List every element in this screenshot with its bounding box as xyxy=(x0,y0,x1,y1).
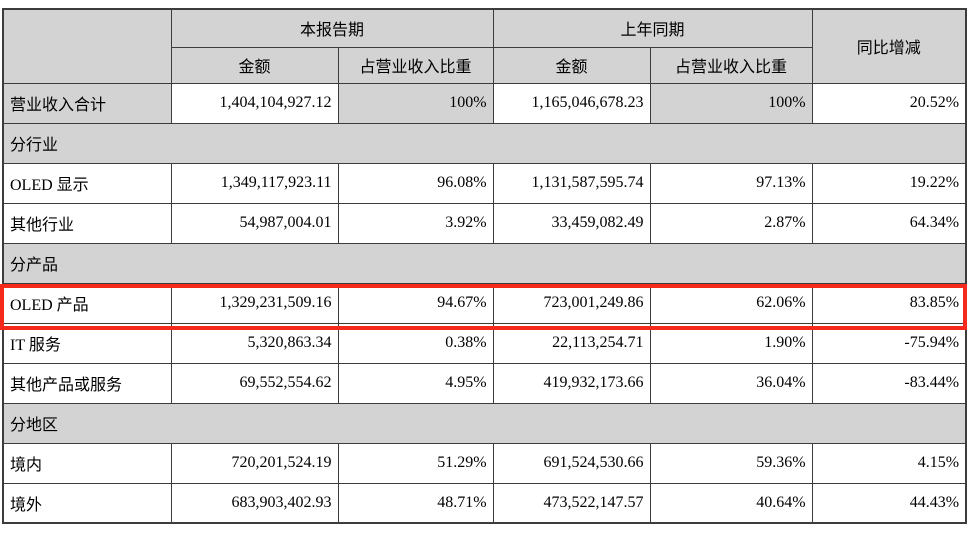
pct-current-cell: 48.71% xyxy=(337,482,494,524)
amount-prior-cell: 473,522,147.57 xyxy=(492,482,651,524)
pct-current-cell: 3.92% xyxy=(337,202,494,244)
yoy-cell: 83.85% xyxy=(811,282,967,324)
amount-current-cell: 69,552,554.62 xyxy=(170,362,339,404)
pct-subheader-current: 占营业收入比重 xyxy=(337,46,494,84)
pct-prior-cell: 40.64% xyxy=(649,482,813,524)
row-label-cell: 其他产品或服务 xyxy=(2,362,172,404)
pct-current-cell: 96.08% xyxy=(337,162,494,204)
row-label-cell: 境内 xyxy=(2,442,172,484)
table-row-oled-product-highlighted: OLED 产品 1,329,231,509.16 94.67% 723,001,… xyxy=(2,282,967,324)
pct-prior-cell: 62.06% xyxy=(649,282,813,324)
section-header-cell: 分行业 xyxy=(2,122,967,164)
pct-prior-cell: 2.87% xyxy=(649,202,813,244)
amount-current-cell: 1,349,117,923.11 xyxy=(170,162,339,204)
amount-current-cell: 5,320,863.34 xyxy=(170,322,339,364)
row-label-cell: 营业收入合计 xyxy=(2,82,172,124)
table-row-overseas: 境外 683,903,402.93 48.71% 473,522,147.57 … xyxy=(2,482,967,524)
amount-current-cell: 683,903,402.93 xyxy=(170,482,339,524)
row-label-cell: OLED 显示 xyxy=(2,162,172,204)
table-row-domestic: 境内 720,201,524.19 51.29% 691,524,530.66 … xyxy=(2,442,967,484)
section-row-by-product: 分产品 xyxy=(2,242,967,284)
pct-prior-cell: 100% xyxy=(649,82,813,124)
amount-prior-cell: 1,131,587,595.74 xyxy=(492,162,651,204)
amount-subheader-current: 金额 xyxy=(170,46,339,84)
amount-prior-cell: 419,932,173.66 xyxy=(492,362,651,404)
row-label-cell: IT 服务 xyxy=(2,322,172,364)
financial-table-container: 本报告期 上年同期 同比增减 金额 占营业收入比重 金额 占营业收入比重 营业收… xyxy=(2,8,968,524)
amount-current-cell: 1,404,104,927.12 xyxy=(170,82,339,124)
yoy-cell: 19.22% xyxy=(811,162,967,204)
yoy-cell: 44.43% xyxy=(811,482,967,524)
section-header-cell: 分产品 xyxy=(2,242,967,284)
pct-prior-cell: 1.90% xyxy=(649,322,813,364)
pct-current-cell: 0.38% xyxy=(337,322,494,364)
amount-current-cell: 720,201,524.19 xyxy=(170,442,339,484)
amount-prior-cell: 691,524,530.66 xyxy=(492,442,651,484)
table-row-other-industry: 其他行业 54,987,004.01 3.92% 33,459,082.49 2… xyxy=(2,202,967,244)
row-label-cell: OLED 产品 xyxy=(2,282,172,324)
row-label-cell: 境外 xyxy=(2,482,172,524)
amount-prior-cell: 723,001,249.86 xyxy=(492,282,651,324)
amount-subheader-prior: 金额 xyxy=(492,46,651,84)
pct-prior-cell: 97.13% xyxy=(649,162,813,204)
amount-prior-cell: 1,165,046,678.23 xyxy=(492,82,651,124)
row-label-cell: 其他行业 xyxy=(2,202,172,244)
amount-current-cell: 1,329,231,509.16 xyxy=(170,282,339,324)
amount-prior-cell: 33,459,082.49 xyxy=(492,202,651,244)
amount-current-cell: 54,987,004.01 xyxy=(170,202,339,244)
pct-current-cell: 51.29% xyxy=(337,442,494,484)
pct-current-cell: 100% xyxy=(337,82,494,124)
yoy-cell: 64.34% xyxy=(811,202,967,244)
pct-prior-cell: 59.36% xyxy=(649,442,813,484)
pct-current-cell: 4.95% xyxy=(337,362,494,404)
revenue-breakdown-table: 本报告期 上年同期 同比增减 金额 占营业收入比重 金额 占营业收入比重 营业收… xyxy=(2,8,968,524)
yoy-cell: -75.94% xyxy=(811,322,967,364)
current-period-header: 本报告期 xyxy=(170,8,494,48)
yoy-cell: 20.52% xyxy=(811,82,967,124)
section-header-cell: 分地区 xyxy=(2,402,967,444)
yoy-cell: -83.44% xyxy=(811,362,967,404)
header-row-measures: 金额 占营业收入比重 金额 占营业收入比重 xyxy=(3,46,966,84)
header-row-periods: 本报告期 上年同期 同比增减 xyxy=(2,8,967,84)
pct-prior-cell: 36.04% xyxy=(649,362,813,404)
table-row-total-revenue: 营业收入合计 1,404,104,927.12 100% 1,165,046,6… xyxy=(2,82,967,124)
pct-current-cell: 94.67% xyxy=(337,282,494,324)
pct-subheader-prior: 占营业收入比重 xyxy=(649,46,813,84)
yoy-cell: 4.15% xyxy=(811,442,967,484)
yoy-change-header: 同比增减 xyxy=(811,8,967,84)
amount-prior-cell: 22,113,254.71 xyxy=(492,322,651,364)
corner-cell xyxy=(2,8,172,84)
section-row-by-region: 分地区 xyxy=(2,402,967,444)
section-row-by-industry: 分行业 xyxy=(2,122,967,164)
table-row-it-services: IT 服务 5,320,863.34 0.38% 22,113,254.71 1… xyxy=(2,322,967,364)
table-row-other-products: 其他产品或服务 69,552,554.62 4.95% 419,932,173.… xyxy=(2,362,967,404)
table-row-oled-display: OLED 显示 1,349,117,923.11 96.08% 1,131,58… xyxy=(2,162,967,204)
prior-period-header: 上年同期 xyxy=(492,8,813,48)
